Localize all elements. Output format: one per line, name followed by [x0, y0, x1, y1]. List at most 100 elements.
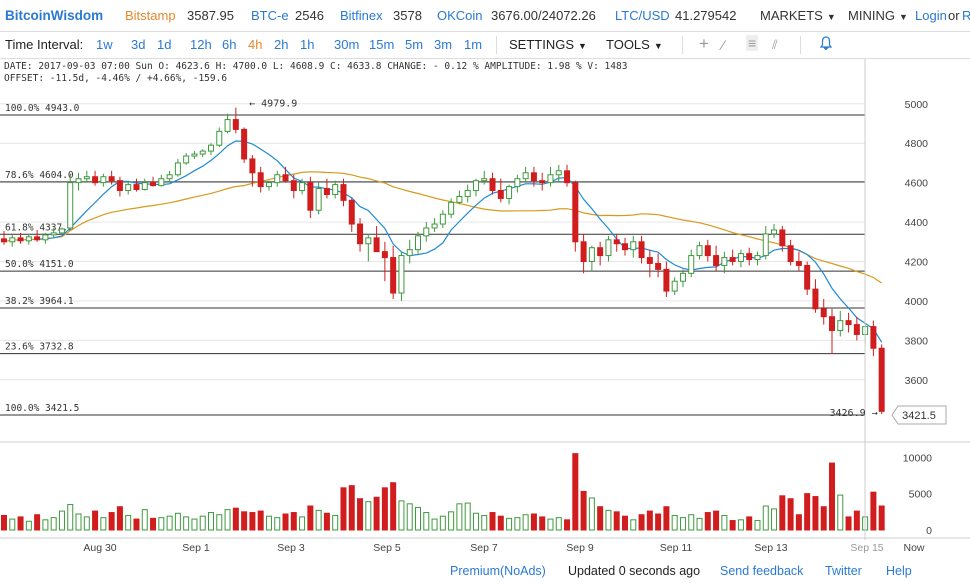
markets-menu[interactable]: MARKETS ▼ — [760, 8, 836, 23]
candle-down — [133, 184, 140, 191]
volume-bar-up — [547, 518, 554, 531]
update-status: Updated 0 seconds ago — [568, 564, 701, 578]
crosshair-icon[interactable]: + — [699, 34, 709, 53]
volume-bar-down — [282, 513, 289, 531]
candle-down — [613, 239, 620, 245]
price-tick-label: 3800 — [905, 335, 929, 347]
candle-down — [116, 180, 123, 192]
line-draw-icon[interactable]: ∕ — [722, 37, 725, 53]
interval-2h[interactable]: 2h — [274, 37, 289, 52]
interval-5m[interactable]: 5m — [405, 37, 424, 52]
exchange-btce-price: 2546 — [295, 8, 324, 23]
interval-12h[interactable]: 12h — [190, 37, 212, 52]
volume-bar-up — [481, 514, 488, 531]
x-tick-label: Sep 5 — [373, 542, 401, 554]
volume-bar-up — [431, 518, 438, 531]
interval-6h[interactable]: 6h — [222, 37, 237, 52]
alert-bell-icon[interactable] — [819, 36, 833, 53]
candle-down — [34, 236, 41, 241]
volume-bar-up — [837, 494, 844, 531]
volume-bar-down — [357, 498, 364, 531]
volume-bar-down — [646, 510, 653, 531]
candle-up — [191, 153, 198, 157]
candle-down — [340, 184, 347, 201]
twitter-link[interactable]: Twitter — [825, 564, 862, 578]
interval-1h[interactable]: 1h — [300, 37, 315, 52]
register-link[interactable]: R — [962, 8, 970, 23]
candle-up — [464, 190, 471, 197]
volume-bar-up — [174, 512, 181, 531]
settings-menu[interactable]: SETTINGS ▼ — [509, 37, 587, 52]
login-link[interactable]: Login — [915, 8, 947, 23]
volume-bar-down — [812, 496, 819, 531]
candle-up — [456, 195, 463, 203]
candle-up — [141, 182, 148, 191]
price-tick-label: 3600 — [905, 375, 929, 387]
candle-down — [348, 199, 355, 225]
volume-bar-up — [671, 514, 678, 531]
exchange-bitfinex-name[interactable]: Bitfinex — [340, 8, 383, 23]
candle-down — [663, 268, 670, 292]
interval-30m[interactable]: 30m — [334, 37, 360, 52]
candle-down — [704, 245, 711, 257]
interval-4h[interactable]: 4h — [248, 37, 263, 52]
volume-bar-up — [216, 514, 223, 531]
interval-1d[interactable]: 1d — [157, 37, 172, 52]
status-bar: Premium(NoAds) Updated 0 seconds ago Sen… — [0, 559, 970, 585]
volume-bar-up — [183, 516, 190, 531]
or-text: or — [948, 8, 960, 23]
volume-bar-up — [58, 510, 65, 531]
candle-up — [555, 170, 562, 176]
volume-bar-down — [348, 485, 355, 531]
interval-15m[interactable]: 15m — [369, 37, 395, 52]
interval-3d[interactable]: 3d — [131, 37, 146, 52]
x-tick-label: Sep 15 — [850, 542, 883, 554]
x-tick-label: Sep 11 — [660, 542, 693, 554]
chart-toolbar: Time Interval: 1w 3d 1d 12h 6h 4h 2h 1h … — [0, 31, 970, 59]
horizontal-lines-icon[interactable]: ≡ — [746, 35, 759, 51]
volume-bar-up — [506, 517, 513, 531]
interval-1m[interactable]: 1m — [464, 37, 483, 52]
candle-down — [564, 170, 571, 184]
volume-bar-down — [1, 514, 7, 531]
exchange-btce-name[interactable]: BTC-e — [251, 8, 289, 23]
candle-down — [878, 347, 885, 412]
candle-up — [481, 178, 488, 182]
exchange-okcoin-name[interactable]: OKCoin — [437, 8, 483, 23]
caret-down-icon: ▼ — [898, 12, 908, 22]
volume-bar-down — [381, 487, 388, 531]
volume-bar-up — [771, 508, 778, 531]
price-chart[interactable]: 100.0% 4943.0 78.6% 4604.0 61.8% 4337.9 50.… — [0, 0, 970, 560]
exchange-ltcusd-price: 41.279542 — [675, 8, 737, 23]
volume-bar-up — [522, 514, 529, 531]
volume-bar-up — [398, 500, 405, 531]
exchange-bitstamp-name[interactable]: Bitstamp — [125, 8, 176, 23]
tools-menu[interactable]: TOOLS ▼ — [606, 37, 663, 52]
candle-up — [630, 241, 637, 251]
volume-bar-down — [663, 506, 670, 531]
mining-menu[interactable]: MINING ▼ — [848, 8, 908, 23]
volume-bar-up — [224, 509, 231, 531]
candle-up — [365, 237, 372, 245]
volume-bar-down — [655, 513, 662, 531]
candle-down — [597, 247, 604, 257]
interval-1w[interactable]: 1w — [96, 37, 113, 52]
help-link[interactable]: Help — [886, 564, 912, 578]
fan-lines-icon[interactable]: ⫽ — [772, 37, 778, 52]
volume-bar-down — [232, 507, 239, 531]
volume-bar-down — [108, 512, 115, 531]
brand-logo[interactable]: BitcoinWisdom — [5, 8, 104, 23]
volume-bar-up — [737, 519, 744, 531]
candle-down — [870, 326, 877, 349]
volume-bar-up — [299, 516, 306, 531]
candle-down — [249, 158, 256, 174]
interval-3m[interactable]: 3m — [434, 37, 453, 52]
volume-bar-down — [845, 516, 852, 531]
exchange-ltcusd-name[interactable]: LTC/USD — [615, 8, 670, 23]
volume-bar-down — [779, 495, 786, 531]
high-price-annotation: ← 4979.9 — [249, 99, 297, 110]
premium-link[interactable]: Premium(NoAds) — [450, 564, 546, 578]
volume-bar-down — [323, 512, 330, 531]
markets-menu-label: MARKETS — [760, 8, 823, 23]
send-feedback-link[interactable]: Send feedback — [720, 564, 804, 578]
